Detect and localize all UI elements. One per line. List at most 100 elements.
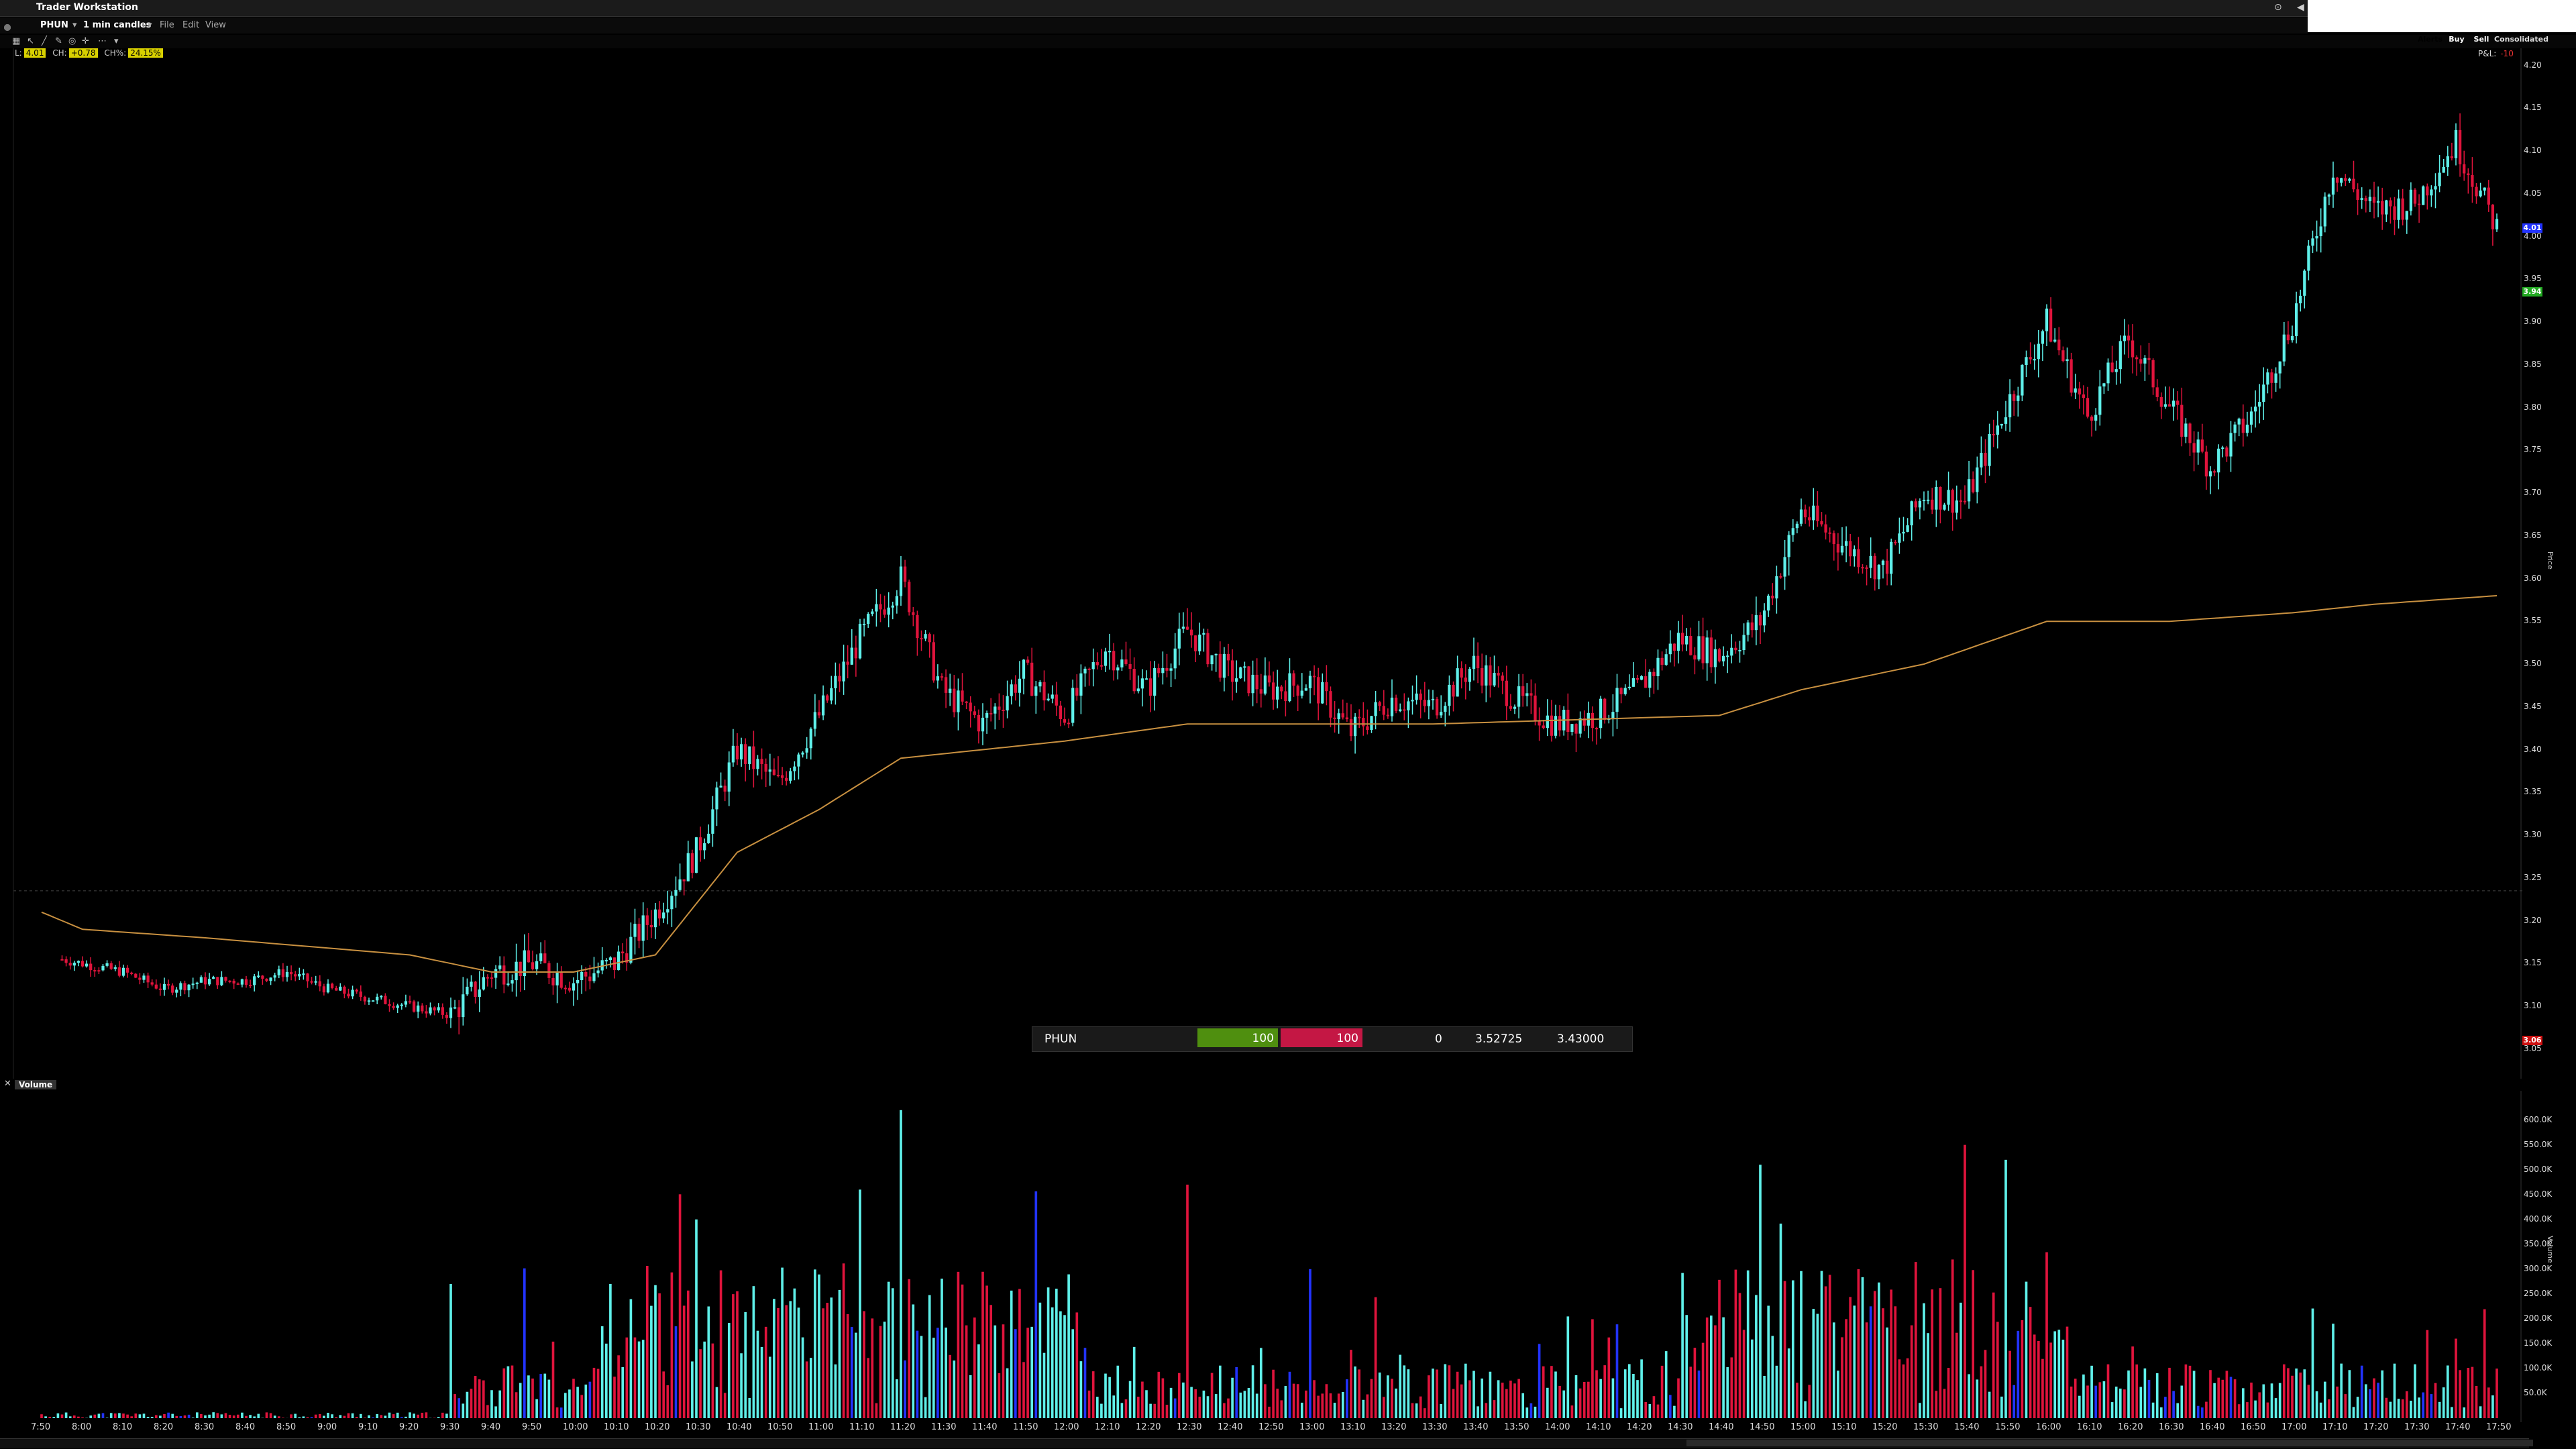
candle-body: [2290, 335, 2294, 341]
pencil-icon[interactable]: ✎: [55, 36, 62, 46]
scrollbar-thumb[interactable]: [1686, 1440, 2533, 1446]
volume-bar: [2258, 1392, 2261, 1418]
volume-bar: [686, 1290, 690, 1418]
volume-tick-label: 100.0K: [2524, 1362, 2553, 1373]
time-tick-label: 14:50: [1750, 1422, 1775, 1432]
candle-body: [711, 809, 714, 834]
candle-body: [1652, 672, 1656, 676]
menu-view[interactable]: View: [205, 20, 226, 30]
layout-icon[interactable]: ▦: [12, 36, 21, 46]
chevron-down-icon[interactable]: ▾: [148, 20, 152, 30]
candle-body: [1820, 521, 1823, 525]
candle-body: [486, 977, 490, 979]
candle-body: [1701, 636, 1705, 663]
chevron-down-icon[interactable]: ▾: [114, 36, 119, 46]
consolidated-button[interactable]: Consolidated: [2494, 35, 2548, 44]
volume-bar: [118, 1413, 121, 1418]
volume-bar: [1701, 1342, 1705, 1418]
volume-bar: [441, 1412, 444, 1418]
menu-file[interactable]: File: [160, 20, 174, 30]
order-ticker-row[interactable]: PHUN 100 100 0 3.52725 3.43000: [1032, 1026, 1633, 1052]
volume-bar: [1444, 1364, 1447, 1418]
candle-body: [789, 771, 792, 781]
volume-bar: [977, 1344, 980, 1418]
time-tick-label: 9:10: [358, 1422, 378, 1432]
candle-body: [515, 961, 518, 981]
volume-bar: [744, 1311, 747, 1418]
bid-size-cell[interactable]: 100: [1197, 1028, 1278, 1047]
candle-body: [879, 604, 882, 610]
candle-body: [1615, 688, 1619, 712]
candle-body: [1775, 576, 1778, 599]
volume-bar: [1517, 1379, 1520, 1418]
volume-bar: [81, 1417, 84, 1418]
volume-bar: [2446, 1365, 2449, 1418]
chevron-down-icon[interactable]: ▾: [72, 20, 77, 30]
more-tools-icon[interactable]: ⋯: [98, 36, 107, 46]
candle-body: [1366, 726, 1369, 731]
sell-button[interactable]: Sell: [2473, 35, 2489, 44]
line-tool-icon[interactable]: ╱: [42, 36, 47, 46]
symbol-selector[interactable]: PHUN: [40, 20, 68, 30]
candle-body: [191, 983, 195, 985]
crosshair-icon[interactable]: ✛: [82, 36, 89, 46]
app-title: Trader Workstation: [36, 2, 138, 13]
candle-body: [2323, 197, 2326, 227]
price-chart[interactable]: [0, 48, 2576, 1079]
window-controls[interactable]: [4, 21, 38, 31]
volume-chart[interactable]: [0, 1091, 2576, 1422]
candle-body: [1595, 728, 1599, 730]
alerts-button[interactable]: Alerts: [2418, 35, 2443, 44]
candle-body: [302, 973, 305, 975]
volume-bar: [985, 1285, 988, 1418]
candle-body: [2033, 359, 2036, 361]
candle-body: [813, 712, 817, 729]
candle-body: [580, 971, 584, 980]
speaker-icon[interactable]: ◀: [2297, 2, 2304, 13]
volume-bar: [1124, 1399, 1128, 1418]
candle-body: [2397, 198, 2400, 220]
volume-bar: [2369, 1389, 2371, 1418]
candle-body: [912, 612, 915, 615]
candle-body: [1812, 505, 1815, 521]
volume-bar: [1681, 1273, 1684, 1418]
candle-body: [355, 989, 358, 992]
menu-edit[interactable]: Edit: [182, 20, 200, 30]
volume-bar: [2225, 1371, 2229, 1418]
candle-body: [1566, 710, 1570, 732]
candle-body: [2458, 129, 2462, 164]
candle-body: [1370, 716, 1373, 731]
volume-bar: [1857, 1269, 1860, 1418]
volume-bar: [1845, 1319, 1847, 1418]
buy-button[interactable]: Buy: [2449, 35, 2465, 44]
interval-selector[interactable]: 1 min candles: [83, 20, 152, 30]
candle-body: [2192, 443, 2196, 453]
candle-body: [1247, 666, 1250, 694]
candle-body: [776, 775, 780, 777]
volume-bar: [490, 1390, 493, 1418]
time-tick-label: 13:10: [1340, 1422, 1366, 1432]
candle-body: [351, 989, 354, 997]
volume-bar: [310, 1417, 313, 1418]
time-tick-label: 12:20: [1136, 1422, 1161, 1432]
volume-bar: [920, 1336, 923, 1418]
zoom-dot-icon[interactable]: [4, 24, 11, 31]
volume-bar: [2430, 1394, 2433, 1418]
volume-bar: [318, 1413, 321, 1418]
candle-body: [1148, 678, 1152, 696]
volume-bar: [2209, 1370, 2212, 1418]
volume-bar: [1529, 1403, 1533, 1418]
candle-body: [842, 661, 845, 682]
volume-bar: [756, 1330, 759, 1418]
target-icon[interactable]: ◎: [68, 36, 76, 46]
candle-body: [462, 994, 465, 1018]
ask-size-cell[interactable]: 100: [1281, 1028, 1362, 1047]
volume-bar: [208, 1414, 211, 1418]
settings-icon[interactable]: ⊙: [2274, 2, 2282, 13]
candle-body: [1501, 675, 1504, 681]
candle-body: [1440, 712, 1443, 716]
candle-body: [1189, 629, 1193, 636]
cursor-icon[interactable]: ↖: [27, 36, 34, 46]
close-icon[interactable]: ✕: [4, 1079, 11, 1089]
candle-body: [551, 977, 555, 985]
